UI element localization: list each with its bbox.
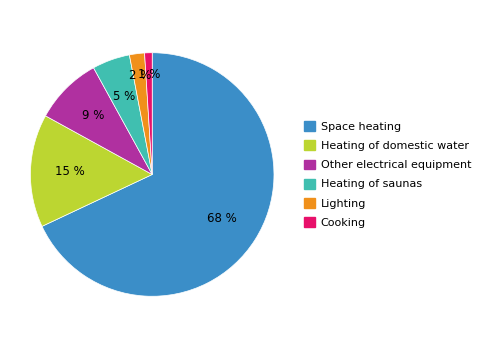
Text: 2 %: 2 % <box>129 69 151 82</box>
Wedge shape <box>130 53 152 174</box>
Wedge shape <box>144 53 152 174</box>
Text: 1 %: 1 % <box>138 68 160 81</box>
Text: 9 %: 9 % <box>82 110 105 122</box>
Wedge shape <box>94 55 152 174</box>
Wedge shape <box>46 68 152 174</box>
Text: 5 %: 5 % <box>113 90 136 103</box>
Wedge shape <box>42 53 274 296</box>
Text: 68 %: 68 % <box>207 213 237 225</box>
Wedge shape <box>30 116 152 227</box>
Legend: Space heating, Heating of domestic water, Other electrical equipment, Heating of: Space heating, Heating of domestic water… <box>300 118 474 231</box>
Text: 15 %: 15 % <box>55 165 84 178</box>
